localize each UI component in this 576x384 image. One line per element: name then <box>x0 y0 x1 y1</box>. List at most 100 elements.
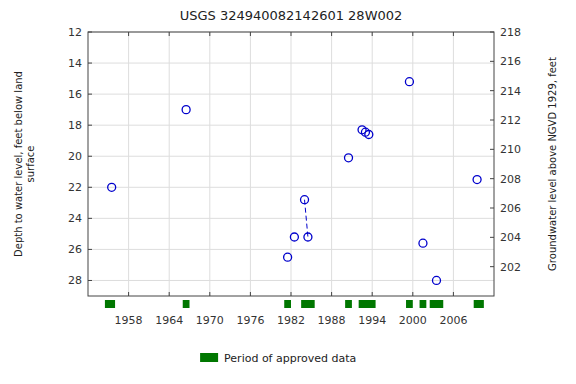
axes: 1958 1964 1970 1976 1982 1988 1994 2000 2006 12 14… <box>68 26 521 327</box>
grid-line-y <box>88 156 494 157</box>
legend-swatch <box>200 353 218 362</box>
y-tick-label: 22 <box>68 181 82 194</box>
y-tick <box>88 218 92 219</box>
y2-tick-label: 212 <box>500 114 521 127</box>
x-tick-top <box>331 32 332 36</box>
grid-line-x <box>209 32 210 296</box>
approved-period <box>474 300 484 308</box>
point <box>419 239 427 247</box>
grid-line-x <box>169 32 170 296</box>
point <box>108 183 116 191</box>
y-tick-label: 16 <box>68 88 82 101</box>
point <box>432 276 440 284</box>
x-tick-top <box>291 32 292 36</box>
approved-period <box>430 300 444 308</box>
y-tick-label: 12 <box>68 26 82 39</box>
x-tick-top <box>128 32 129 36</box>
y2-tick <box>490 208 494 209</box>
approved-period <box>420 300 427 308</box>
y2-tick <box>490 237 494 238</box>
x-tick-label: 1964 <box>155 314 183 327</box>
grid-line-y <box>88 63 494 64</box>
grid-line-x <box>331 32 332 296</box>
grid-line-x <box>128 32 129 296</box>
grid-line-x <box>412 32 413 296</box>
x-tick-top <box>412 32 413 36</box>
approved-period <box>406 300 413 308</box>
y-tick <box>88 156 92 157</box>
y-tick <box>88 280 92 281</box>
x-tick <box>128 292 129 296</box>
approved-period <box>284 300 291 308</box>
y-tick-label: 20 <box>68 150 82 163</box>
x-tick-label: 2006 <box>439 314 467 327</box>
chart: 1958 1964 1970 1976 1982 1988 1994 2000 2006 12 14… <box>0 0 576 384</box>
grid-line-y <box>88 94 494 95</box>
approved-period <box>345 300 352 308</box>
grid-line-x <box>250 32 251 296</box>
y-tick-label: 26 <box>68 243 82 256</box>
y-axis-label: Depth to water level, feet below landsur… <box>13 71 36 257</box>
grid-line-x <box>453 32 454 296</box>
y2-tick-label: 204 <box>500 231 521 244</box>
grid-line-y <box>88 249 494 250</box>
point <box>284 253 292 261</box>
y2-tick <box>490 61 494 62</box>
point <box>365 130 373 138</box>
y2-tick <box>490 266 494 267</box>
y2-tick-label: 206 <box>500 202 521 215</box>
y2-tick <box>490 178 494 179</box>
y-tick <box>88 125 92 126</box>
plot-frame <box>88 32 494 296</box>
plot-area <box>108 78 481 285</box>
y-axis-label-line: Depth to water level, feet below land <box>13 71 24 257</box>
y-tick <box>88 187 92 188</box>
approved-period <box>359 300 376 308</box>
x-tick-label: 1970 <box>196 314 224 327</box>
x-tick-top <box>372 32 373 36</box>
y-tick-label: 28 <box>68 274 82 287</box>
y2-axis-label: Groundwater level above NGVD 1929, feet <box>547 57 558 271</box>
grid-line-y <box>88 125 494 126</box>
approved-period <box>183 300 190 308</box>
x-tick-label: 2000 <box>399 314 427 327</box>
grid-line-x <box>372 32 373 296</box>
y2-tick <box>490 149 494 150</box>
y-tick-label: 18 <box>68 119 82 132</box>
y-tick <box>88 249 92 250</box>
x-tick-label: 1988 <box>318 314 346 327</box>
x-tick <box>412 292 413 296</box>
point <box>290 233 298 241</box>
y2-tick-label: 214 <box>500 85 521 98</box>
x-tick-label: 1976 <box>236 314 264 327</box>
x-tick-label: 1958 <box>115 314 143 327</box>
dashed-line <box>305 200 308 237</box>
x-tick-top <box>169 32 170 36</box>
x-tick <box>209 292 210 296</box>
x-tick-label: 1994 <box>358 314 386 327</box>
grid-line-y <box>88 187 494 188</box>
y-tick <box>88 94 92 95</box>
legend-label: Period of approved data <box>224 352 356 365</box>
y-tick-label: 14 <box>68 57 82 70</box>
x-tick <box>372 292 373 296</box>
x-tick <box>250 292 251 296</box>
y2-tick-label: 210 <box>500 143 521 156</box>
title: USGS 324940082142601 28W002 <box>180 8 403 23</box>
x-tick-label: 1982 <box>277 314 305 327</box>
x-tick-top <box>209 32 210 36</box>
x-tick-top <box>250 32 251 36</box>
x-tick <box>291 292 292 296</box>
y2-tick-label: 216 <box>500 55 521 68</box>
spans <box>105 300 484 308</box>
point <box>405 78 413 86</box>
y2-tick-label: 208 <box>500 173 521 186</box>
grid-line-y <box>88 218 494 219</box>
y2-tick-label: 202 <box>500 261 521 274</box>
approved-period <box>105 300 115 308</box>
point <box>182 106 190 114</box>
x-tick-top <box>453 32 454 36</box>
legend: Period of approved data <box>200 352 356 365</box>
y-tick <box>88 32 92 33</box>
y-axis-label-line: surface <box>25 146 36 183</box>
